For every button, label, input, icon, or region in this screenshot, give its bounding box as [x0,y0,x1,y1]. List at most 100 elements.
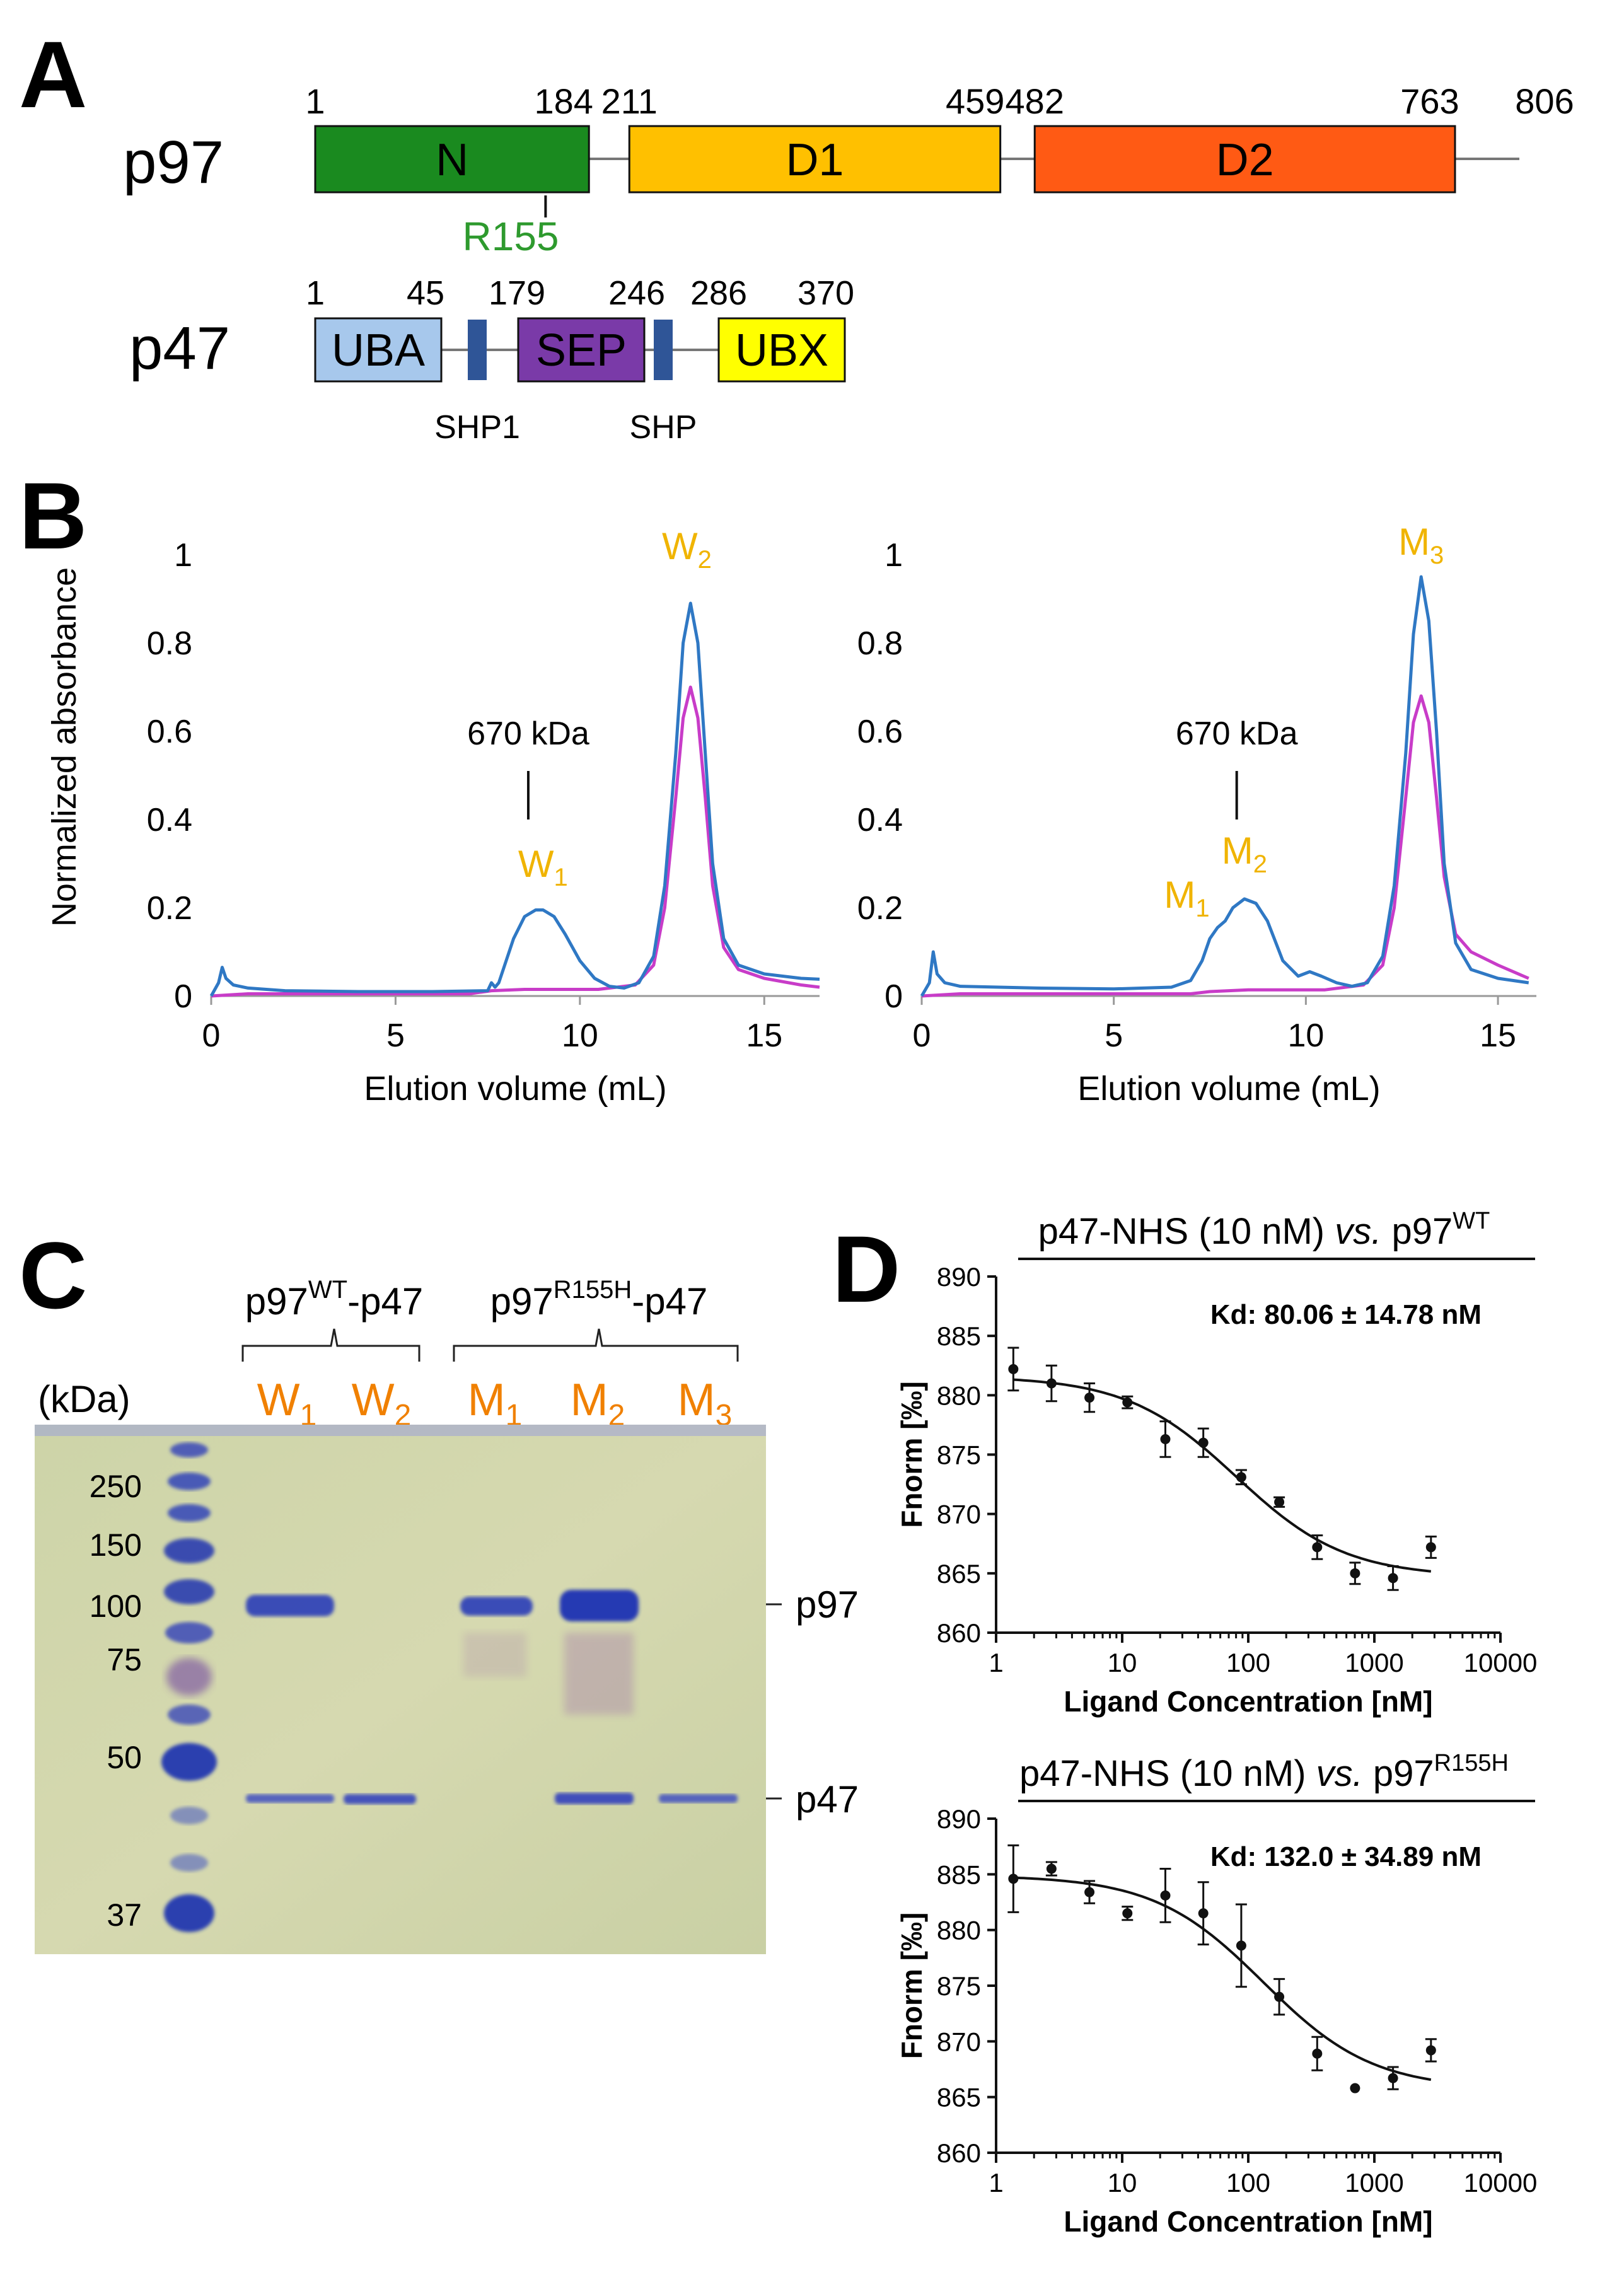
x-tick-label: 1000 [1345,1648,1403,1677]
data-point [1198,1908,1209,1919]
series-blue [920,575,1529,997]
p97-domain-label-d1: D1 [786,135,844,185]
panel-letter-a: A [19,21,87,127]
data-point [1198,1437,1209,1448]
data-point [1425,1542,1436,1553]
band-m3-p47 [659,1794,738,1803]
panel-c: C p97WT-p47 p97R155H-p47 (kDa) W1 W2 M1 M2 M… [19,1222,859,1954]
x-tick-label: 5 [386,1017,405,1054]
x-axis-label: Elution volume (mL) [364,1070,666,1108]
lane-label-m3: M3 [678,1375,733,1432]
smear-m1 [463,1633,526,1677]
data-point [1160,1890,1171,1901]
bracket-wt [241,1328,420,1362]
elution-chart-mutant: 0 5 10 15 0 0.2 0.4 0.6 0.8 1 Elution volume (mL) 6… [857,521,1536,1108]
smear-m2 [564,1633,634,1715]
data-point [1008,1364,1019,1374]
y-axis-label: Fnorm [‰] [895,1913,928,2059]
p97-domain-label-d2: D2 [1216,135,1274,185]
bracket-mutant [453,1328,739,1362]
y-tick-label: 0 [884,978,903,1015]
lane-label-m2: M2 [571,1375,625,1432]
ladder-75: 75 [107,1642,142,1677]
lane-label-w2: W2 [352,1375,412,1432]
gel-top-edge [35,1425,766,1436]
elution-chart-wt: 0 5 10 15 0 0.2 0.4 0.6 0.8 1 Elution volume (mL) 6… [147,525,820,1108]
marker-label: 670 kDa [467,715,589,752]
y-tick-label: 0.8 [857,625,903,662]
marker-label: 670 kDa [1176,715,1298,752]
band-m2-p97 [560,1590,639,1621]
y-tick-label: 860 [937,1618,981,1648]
lane-label-w1: W1 [257,1375,317,1432]
kd-label: Kd: 132.0 ± 34.89 nM [1210,1841,1482,1872]
band-w1-p97 [246,1595,334,1616]
fit-curve [1013,1876,1432,2082]
shp1-label: SHP1 [434,409,520,446]
lane-label-m1: M1 [468,1375,523,1432]
p97-pos-211: 211 [601,81,658,121]
band-w1-p47 [246,1794,334,1803]
ladder-250: 250 [90,1469,142,1504]
x-axis-label: Elution volume (mL) [1077,1070,1380,1108]
data-point [1425,2045,1436,2056]
x-tick-label: 10000 [1464,2168,1538,2198]
panel-letter-d: D [832,1216,900,1322]
binding-chart-mutant: p47-NHS (10 nM) vs. p97R155H Kd: 132.0 ± … [895,1750,1537,2238]
x-tick-label: 10 [1287,1017,1324,1054]
series-blue [209,601,820,997]
sep-domain [517,317,646,383]
p47-pos-45: 45 [407,274,444,312]
x-axis-label: Ligand Concentration [nM] [1064,1685,1432,1718]
p97-domain-d1 [628,125,1002,194]
y-tick-label: 890 [937,1262,981,1292]
data-point [1350,2083,1360,2093]
x-tick-label: 15 [1480,1017,1516,1054]
p97-pos-482: 482 [1006,81,1064,121]
p97-pos-763: 763 [1400,81,1459,121]
x-tick-label: 1 [989,1648,1003,1677]
p97-pos-459: 459 [946,81,1004,121]
y-tick-label: 0.8 [147,625,192,662]
panel-b: B Normalized absorbance 0 5 10 1500.20.40.6… [19,463,1536,1108]
y-tick-label: 865 [937,2083,981,2112]
uba-label: UBA [332,325,425,376]
y-tick-label: 0.4 [857,802,903,838]
y-tick-label: 885 [937,1860,981,1889]
sep-label: SEP [536,325,627,376]
band-m1-p97 [460,1597,533,1616]
uba-domain [314,317,443,383]
panel-letter-c: C [19,1222,87,1328]
band-w2-p47 [344,1794,416,1804]
x-tick-label: 5 [1105,1017,1123,1054]
data-point [1236,1472,1246,1483]
data-point [1274,1497,1285,1507]
chart-title: p47-NHS (10 nM) vs. p97R155H [1019,1750,1509,1794]
p97-pos-806: 806 [1515,81,1574,121]
peak-label-m2: M2 [1222,830,1267,878]
binding-chart-wt: p47-NHS (10 nM) vs. p97WT Kd: 80.06 ± 14.… [895,1208,1537,1718]
y-tick-label: 860 [937,2138,981,2168]
ladder-150: 150 [90,1527,142,1563]
group-label-mutant: p97R155H-p47 [490,1276,708,1323]
data-point [1160,1434,1171,1445]
y-tick-label: 875 [937,1971,981,2001]
p97-pos-1: 1 [305,81,325,121]
p47-pos-286: 286 [690,274,747,312]
p47-pos-246: 246 [608,274,665,312]
y-tick-label: 0.6 [147,714,192,750]
ladder-37: 37 [107,1897,142,1933]
y-tick-label: 0 [174,978,192,1015]
ladder-lane [161,1442,217,1932]
r155-label: R155 [463,214,559,259]
p47-band-label: p47 [796,1778,859,1821]
peak-label-w2: W2 [662,525,712,574]
y-tick-label: 0.2 [147,890,192,927]
x-tick-label: 15 [746,1017,782,1054]
x-tick-label: 0 [202,1017,221,1054]
y-tick-label: 870 [937,1500,981,1529]
data-point [1084,1393,1095,1403]
shp1-motif [468,320,487,380]
data-point [1350,1568,1360,1578]
shp-motif [654,320,673,380]
